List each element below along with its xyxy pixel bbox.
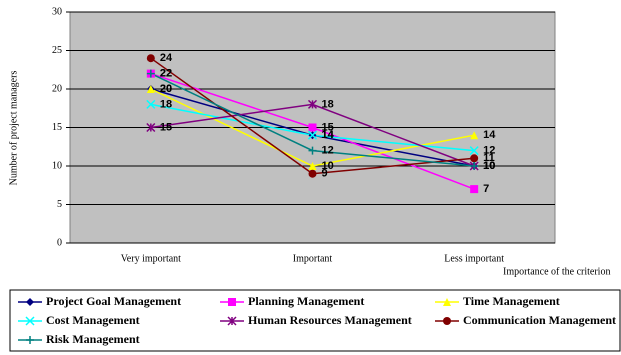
y-tick-label: 5 (57, 199, 62, 210)
marker (470, 185, 479, 194)
legend-marker (26, 336, 34, 344)
legend-marker (227, 316, 237, 326)
legend-label: Project Goal Management (46, 294, 181, 308)
marker (469, 146, 479, 156)
y-tick-label: 15 (52, 122, 62, 133)
marker (307, 130, 318, 140)
data-label: 12 (322, 145, 334, 157)
legend-marker (26, 298, 34, 306)
data-label: 11 (483, 152, 495, 164)
y-tick-label: 30 (52, 6, 62, 17)
legend-label: Planning Management (248, 294, 364, 308)
legend-label: Risk Management (46, 332, 140, 346)
marker (146, 99, 156, 109)
data-label: 18 (160, 98, 172, 110)
y-tick-label: 25 (52, 45, 62, 56)
data-label: 20 (160, 83, 172, 95)
legend-marker (25, 316, 35, 326)
marker (146, 122, 156, 133)
y-tick-label: 10 (52, 160, 62, 171)
y-tick-label: 20 (52, 83, 62, 94)
data-label: 15 (160, 121, 172, 133)
data-label: 22 (160, 68, 172, 80)
data-label: 12 (483, 145, 495, 157)
x-tick-label: Very important (121, 253, 181, 264)
data-label: 7 (483, 183, 489, 195)
data-label: 24 (160, 52, 173, 64)
data-label: 20 (160, 83, 172, 95)
legend-marker (228, 298, 236, 306)
data-label: 10 (483, 160, 495, 172)
marker (146, 69, 155, 78)
marker (308, 162, 317, 170)
marker (308, 169, 317, 178)
marker (307, 99, 318, 109)
data-label: 22 (160, 68, 172, 80)
legend-label: Cost Management (46, 313, 140, 327)
legend-label: Time Management (463, 294, 560, 308)
y-tick-label: 0 (57, 237, 62, 248)
legend-marker (443, 317, 451, 325)
data-label: 14 (483, 129, 496, 141)
marker (146, 85, 155, 93)
data-label: 10 (483, 160, 495, 172)
data-label: 15 (322, 121, 334, 133)
legend-label: Communication Management (463, 313, 616, 327)
y-axis-label: Number of project managers (8, 71, 19, 186)
data-label: 14 (322, 129, 335, 141)
marker (470, 131, 479, 140)
legend-marker (443, 298, 451, 306)
x-tick-label: Less important (444, 253, 504, 264)
legend (9, 289, 621, 352)
marker (470, 162, 479, 170)
x-axis-label: Importance of the criterion (503, 266, 610, 277)
data-label: 10 (322, 160, 334, 172)
marker (308, 146, 317, 155)
data-label: 14 (322, 129, 335, 141)
x-tick-label: Important (293, 253, 333, 264)
data-label: 9 (322, 168, 328, 180)
data-label: 10 (483, 160, 495, 172)
legend-label: Human Resources Management (248, 313, 412, 327)
marker (470, 154, 479, 163)
marker (146, 54, 155, 63)
marker (308, 123, 317, 132)
data-label: 18 (322, 98, 334, 110)
